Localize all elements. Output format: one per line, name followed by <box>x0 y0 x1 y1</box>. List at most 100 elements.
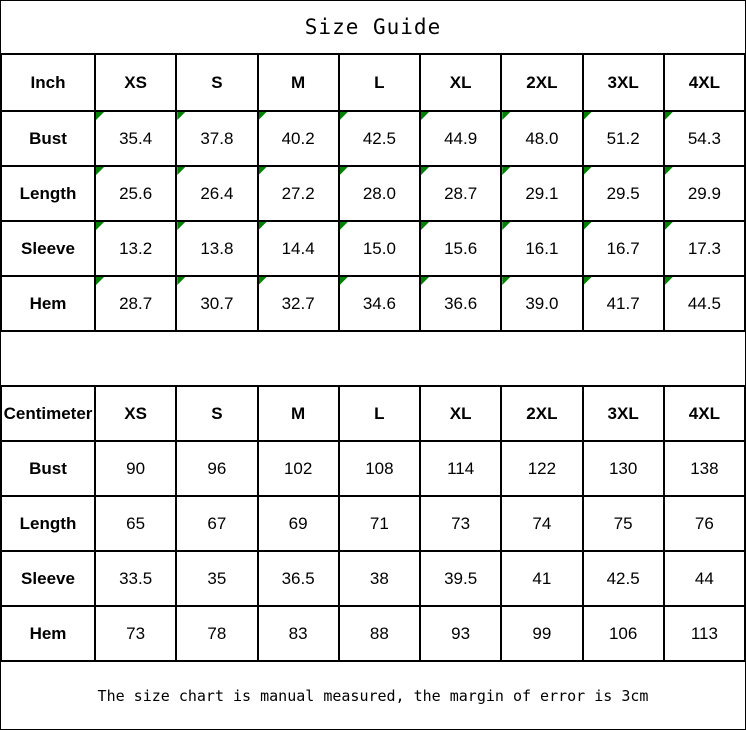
value-cell: 35.4 <box>95 111 177 166</box>
value-cell-text: 13.8 <box>200 238 234 258</box>
value-cell: 34.6 <box>338 276 420 331</box>
row-label-cell-text: Bust <box>29 458 67 478</box>
value-cell: 41 <box>501 551 583 606</box>
green-corner-marker-icon <box>502 167 511 175</box>
value-cell: 16.7 <box>582 221 664 276</box>
size-header-cell: L <box>338 54 420 111</box>
size-header-cell-text: 3XL <box>607 72 639 92</box>
size-header-cell-text: 4XL <box>688 403 720 423</box>
size-header-cell: 2XL <box>501 54 583 111</box>
value-cell: 106 <box>582 606 664 661</box>
value-cell-text: 25.6 <box>119 183 153 203</box>
row-label-cell-text: Hem <box>29 293 67 313</box>
unit-header-cell: Inch <box>1 54 95 111</box>
green-corner-marker-icon <box>421 277 429 285</box>
value-cell-text: 28.0 <box>362 183 396 203</box>
size-header-cell: S <box>176 386 258 441</box>
value-cell-text: 14.4 <box>281 238 315 258</box>
value-cell-text: 67 <box>207 513 227 533</box>
value-cell: 122 <box>501 441 583 496</box>
value-cell: 38 <box>338 551 420 606</box>
value-cell-text: 29.1 <box>525 183 559 203</box>
value-cell-text: 38 <box>369 568 389 588</box>
value-cell: 37.8 <box>176 111 258 166</box>
value-cell-text: 76 <box>694 513 714 533</box>
value-cell-text: 71 <box>369 513 389 533</box>
value-cell-text: 29.5 <box>606 183 640 203</box>
value-cell: 16.1 <box>501 221 583 276</box>
row-label-cell: Bust <box>1 441 95 496</box>
value-cell-text: 42.5 <box>362 128 396 148</box>
row-label-cell: Sleeve <box>1 221 95 276</box>
size-header-cell-text: XL <box>449 72 472 92</box>
value-cell: 44 <box>663 551 745 606</box>
value-cell: 13.2 <box>95 221 177 276</box>
value-cell: 42.5 <box>338 111 420 166</box>
value-cell: 96 <box>176 441 258 496</box>
size-header-cell: 4XL <box>663 386 745 441</box>
value-cell-text: 78 <box>207 623 227 643</box>
row-label-cell-text: Sleeve <box>21 238 75 258</box>
value-cell: 28.0 <box>338 166 420 221</box>
green-corner-marker-icon <box>664 112 673 120</box>
value-cell-text: 15.0 <box>362 238 396 258</box>
value-cell-text: 106 <box>608 623 638 643</box>
size-header-cell: XL <box>420 54 502 111</box>
unit-header-cell: Centimeter <box>1 386 95 441</box>
size-header-cell: 2XL <box>501 386 583 441</box>
value-cell: 28.7 <box>420 166 502 221</box>
value-cell: 36.5 <box>257 551 339 606</box>
value-cell: 138 <box>663 441 745 496</box>
value-cell-text: 130 <box>608 458 638 478</box>
value-cell-text: 74 <box>532 513 552 533</box>
centimeter-size-table: Centimeter XS S M L XL 2XL 3XL 4XL Bust 90 96 102 108… <box>1 386 745 661</box>
size-header-cell: XL <box>420 386 502 441</box>
value-cell-text: 36.6 <box>444 293 478 313</box>
green-corner-marker-icon <box>258 167 267 175</box>
size-header-cell-text: 4XL <box>688 72 720 92</box>
green-corner-marker-icon <box>583 167 592 175</box>
value-cell: 74 <box>501 496 583 551</box>
value-cell-text: 27.2 <box>281 183 315 203</box>
green-corner-marker-icon <box>339 112 348 120</box>
value-cell-text: 42.5 <box>606 568 640 588</box>
value-cell: 28.7 <box>95 276 177 331</box>
size-header-cell: M <box>257 386 339 441</box>
size-header-cell-text: S <box>211 403 223 423</box>
value-cell: 33.5 <box>95 551 177 606</box>
value-cell-text: 33.5 <box>119 568 153 588</box>
value-cell-text: 138 <box>690 458 719 478</box>
value-cell-text: 102 <box>283 458 313 478</box>
green-corner-marker-icon <box>339 222 348 230</box>
value-cell: 54.3 <box>663 111 745 166</box>
size-header-cell: 3XL <box>582 386 664 441</box>
green-corner-marker-icon <box>96 112 104 120</box>
value-cell: 39.5 <box>420 551 502 606</box>
value-cell-text: 96 <box>207 458 227 478</box>
value-cell: 40.2 <box>257 111 339 166</box>
value-cell-text: 69 <box>288 513 308 533</box>
value-cell-text: 41 <box>532 568 552 588</box>
value-cell-text: 93 <box>451 623 471 643</box>
value-cell-text: 51.2 <box>606 128 640 148</box>
size-header-cell: XS <box>95 54 177 111</box>
green-corner-marker-icon <box>96 167 104 175</box>
table-spacer-row <box>1 331 745 386</box>
value-cell-text: 73 <box>451 513 471 533</box>
value-cell: 113 <box>663 606 745 661</box>
value-cell: 27.2 <box>257 166 339 221</box>
unit-header-cell-text: Inch <box>30 72 66 92</box>
green-corner-marker-icon <box>177 222 186 230</box>
value-cell-text: 39.0 <box>525 293 559 313</box>
value-cell: 30.7 <box>176 276 258 331</box>
value-cell: 51.2 <box>582 111 664 166</box>
green-corner-marker-icon <box>583 277 592 285</box>
value-cell: 71 <box>338 496 420 551</box>
value-cell-text: 75 <box>613 513 633 533</box>
size-header-cell-text: 3XL <box>607 403 639 423</box>
row-label-cell-text: Bust <box>29 128 67 148</box>
value-cell-text: 65 <box>126 513 146 533</box>
value-cell-text: 113 <box>690 623 718 643</box>
size-header-cell: L <box>338 386 420 441</box>
value-cell-text: 30.7 <box>200 293 234 313</box>
